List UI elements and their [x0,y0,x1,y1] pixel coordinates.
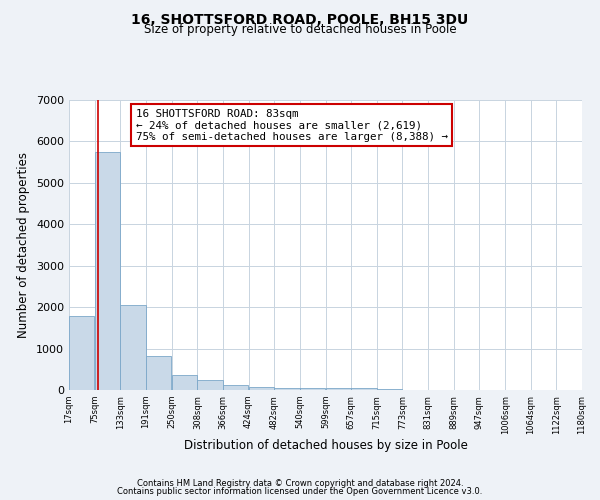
Text: 16 SHOTTSFORD ROAD: 83sqm
← 24% of detached houses are smaller (2,619)
75% of se: 16 SHOTTSFORD ROAD: 83sqm ← 24% of detac… [136,108,448,142]
Bar [172,375,197,390]
Bar [326,388,351,390]
Bar [377,388,403,390]
X-axis label: Distribution of detached houses by size in Poole: Distribution of detached houses by size … [184,440,467,452]
Y-axis label: Number of detached properties: Number of detached properties [17,152,31,338]
Text: 16, SHOTTSFORD ROAD, POOLE, BH15 3DU: 16, SHOTTSFORD ROAD, POOLE, BH15 3DU [131,12,469,26]
Bar [352,388,377,390]
Text: Contains HM Land Registry data © Crown copyright and database right 2024.: Contains HM Land Registry data © Crown c… [137,478,463,488]
Bar [248,387,274,390]
Bar [69,316,94,390]
Text: Size of property relative to detached houses in Poole: Size of property relative to detached ho… [143,22,457,36]
Bar [146,356,171,390]
Text: Contains public sector information licensed under the Open Government Licence v3: Contains public sector information licen… [118,487,482,496]
Bar [197,380,223,390]
Bar [223,386,248,390]
Bar [120,305,146,390]
Bar [95,152,120,390]
Bar [274,388,299,390]
Bar [300,388,325,390]
